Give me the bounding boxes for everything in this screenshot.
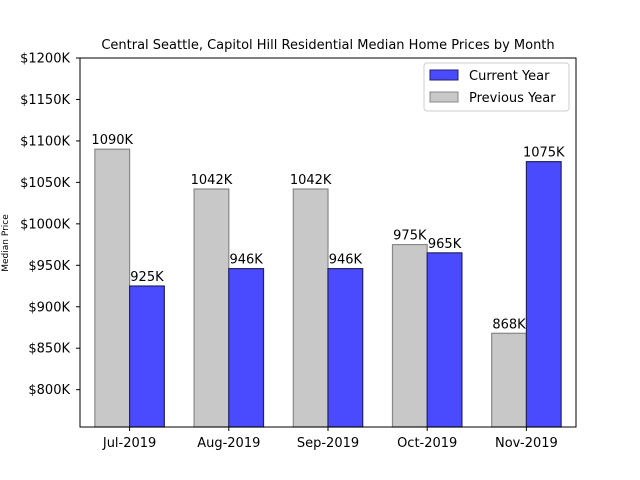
x-tick-label: Aug-2019 xyxy=(197,436,260,451)
y-tick-label: $900K xyxy=(28,300,70,315)
y-tick-label: $850K xyxy=(28,342,70,357)
bar-current-year xyxy=(129,285,165,428)
y-tick-label: $800K xyxy=(28,383,70,398)
x-tick-label: Jul-2019 xyxy=(102,436,156,451)
data-label: 868K xyxy=(492,317,526,332)
y-tick-label: $1200K xyxy=(20,52,70,67)
data-label: 1042K xyxy=(290,173,332,188)
legend-label: Previous Year xyxy=(469,91,556,106)
data-labels: 1090K 1042K 1042K 975K 868K 925K 946K 946K 965K 1… xyxy=(91,133,565,332)
bar-current-year xyxy=(426,252,463,428)
legend-label: Current Year xyxy=(469,69,550,84)
bar-current-year xyxy=(525,161,562,428)
y-tick-label: $1150K xyxy=(20,93,70,108)
legend: Current Year Previous Year xyxy=(423,62,570,112)
bar-previous-year xyxy=(193,188,230,428)
bar-previous-year xyxy=(94,148,131,428)
data-label: 1042K xyxy=(191,173,233,188)
y-tick-label: $1000K xyxy=(20,217,70,232)
bar-previous-year xyxy=(391,243,428,428)
legend-swatch xyxy=(429,69,459,81)
x-tick-label: Oct-2019 xyxy=(397,436,457,451)
data-label: 946K xyxy=(229,253,263,268)
legend-swatch xyxy=(429,91,459,103)
bar-current-year xyxy=(228,268,265,428)
data-label: 965K xyxy=(428,237,462,252)
data-label: 975K xyxy=(393,229,427,244)
x-tick-label: Sep-2019 xyxy=(297,436,359,451)
legend-box xyxy=(423,62,570,112)
data-label: 925K xyxy=(130,270,164,285)
x-tick-label: Nov-2019 xyxy=(495,436,558,451)
axis-ticks: $800K $850K $900K $950K $1000K $1050K $1100K $1… xyxy=(20,52,558,452)
y-tick-label: $1100K xyxy=(20,134,70,149)
bar-previous-year xyxy=(491,332,527,428)
bar-current-year xyxy=(327,268,364,428)
y-tick-label: $950K xyxy=(28,259,70,274)
data-label: 1090K xyxy=(91,133,133,148)
bar-previous-year xyxy=(292,188,329,428)
y-axis-label: Median Price xyxy=(1,214,11,272)
data-label: 1075K xyxy=(523,146,565,161)
y-tick-label: $1050K xyxy=(20,176,70,191)
data-label: 946K xyxy=(329,253,363,268)
plot-frame xyxy=(79,57,577,428)
chart-title: Central Seattle, Capitol Hill Residentia… xyxy=(101,38,554,53)
